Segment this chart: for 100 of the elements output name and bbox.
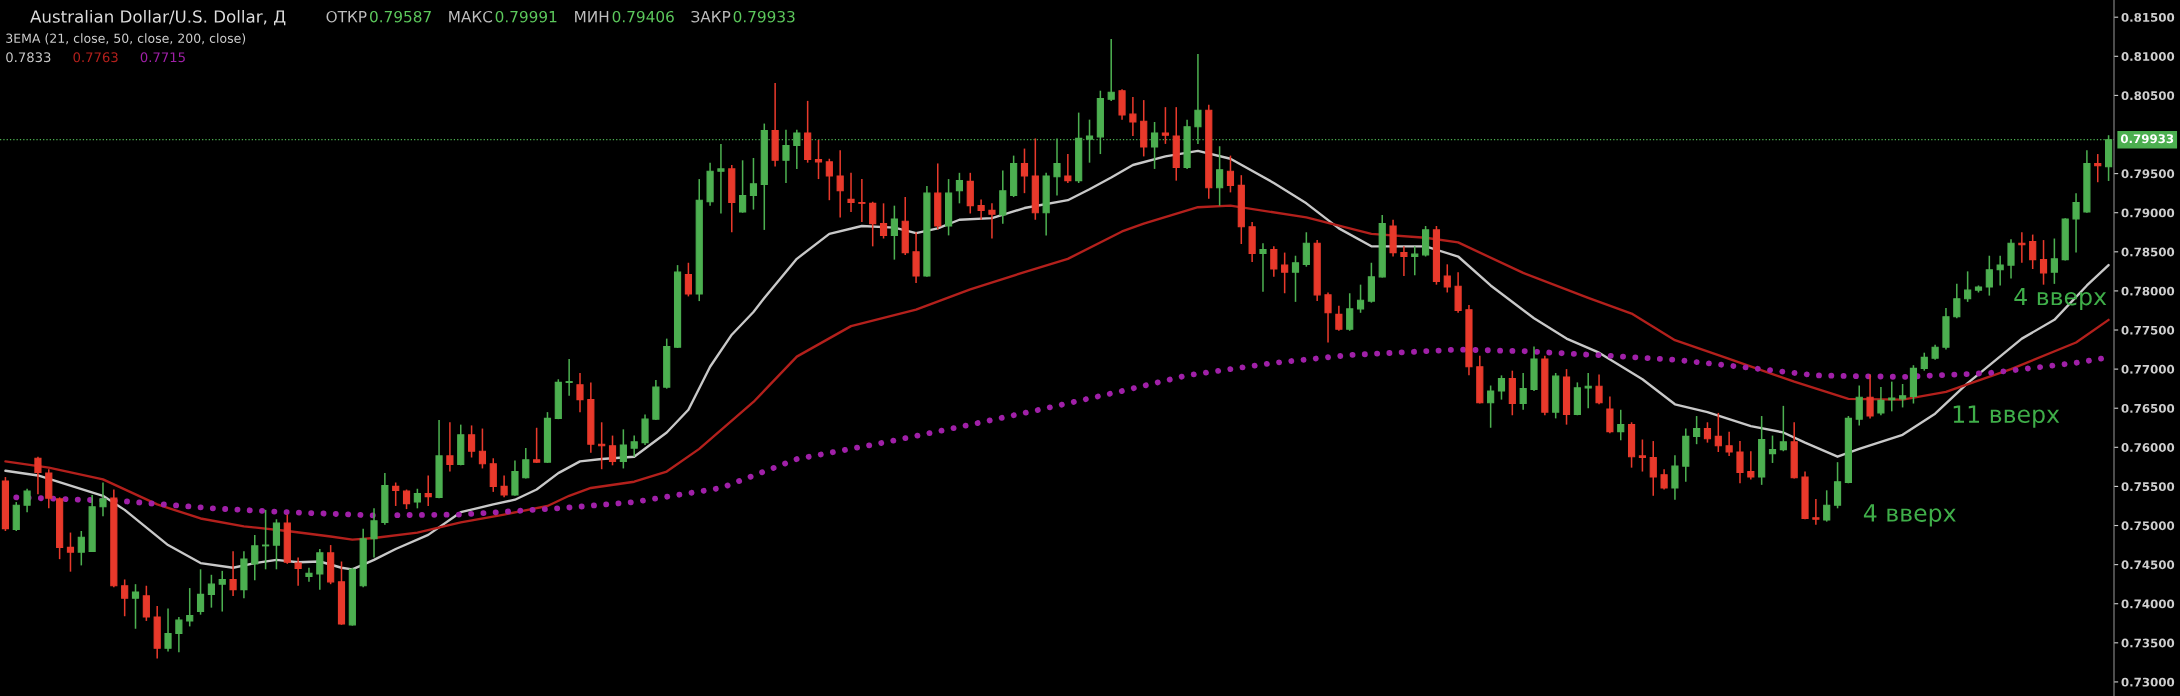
annotation: 0.79991 — [495, 10, 557, 23]
candlestick — [988, 202, 996, 240]
candlestick — [1693, 415, 1701, 445]
candlestick — [1270, 245, 1278, 278]
candlestick — [1519, 372, 1527, 411]
candlestick — [1281, 251, 1289, 295]
candlestick — [836, 149, 844, 219]
candlestick — [467, 424, 476, 459]
candlestick — [34, 455, 42, 496]
candlestick — [1617, 409, 1625, 442]
y-tick-label: 0.79000 — [2121, 208, 2175, 218]
candlestick — [1855, 384, 1863, 427]
candlestick — [478, 427, 487, 470]
candlestick — [1714, 412, 1722, 453]
candlestick — [413, 487, 421, 510]
text: 0.7763 — [73, 52, 118, 63]
candlestick — [305, 566, 313, 583]
candlestick — [446, 421, 454, 473]
candlestick — [1953, 283, 1961, 320]
candlestick — [608, 434, 617, 467]
candlestick — [1779, 405, 1787, 452]
candlestick — [1736, 440, 1744, 485]
legend-title: 3EMA (21, close, 50, close, 200, close) — [6, 33, 246, 45]
annotation: ЗАКР — [691, 10, 731, 23]
candlestick — [2050, 237, 2058, 285]
text: 0.7833 — [6, 52, 51, 63]
candlestick — [825, 157, 833, 201]
candlestick — [1259, 242, 1267, 293]
y-tick-label: 0.73000 — [2121, 677, 2175, 687]
candlestick — [1291, 254, 1300, 303]
candlestick — [1400, 245, 1408, 277]
annotation: 11 вверх — [1953, 405, 2060, 428]
candlestick — [500, 474, 508, 499]
y-tick-label: 0.77000 — [2121, 364, 2175, 374]
candlestick — [1996, 254, 2004, 287]
candlestick — [1487, 384, 1495, 429]
candlestick — [370, 507, 378, 559]
candlestick — [511, 459, 519, 497]
y-tick-label: 0.76500 — [2121, 403, 2175, 413]
annotation: 0.79933 — [733, 10, 795, 23]
candlestick — [1335, 305, 1343, 332]
candlestick — [1725, 430, 1733, 457]
candlestick — [1595, 373, 1603, 406]
candlestick — [489, 457, 497, 493]
candlestick — [814, 139, 823, 180]
candlestick — [424, 474, 432, 507]
candlestick — [1020, 147, 1029, 194]
candlestick — [262, 509, 270, 571]
candlestick — [717, 143, 725, 215]
candlestick — [99, 481, 107, 517]
annotation: МИН — [575, 11, 609, 23]
candlestick — [1985, 254, 1993, 297]
candlestick — [565, 358, 573, 397]
y-tick-label: 0.78500 — [2121, 247, 2175, 257]
candlestick — [619, 428, 627, 470]
candlestick — [1703, 421, 1712, 444]
candlestick — [142, 584, 150, 622]
candlestick — [2072, 192, 2080, 254]
candlestick — [2007, 238, 2015, 280]
annotation: 0.79406 — [612, 10, 674, 23]
candlestick — [1324, 291, 1332, 344]
candlestick — [847, 172, 855, 213]
candlestick — [641, 413, 649, 446]
candlestick — [1064, 153, 1072, 184]
candlestick — [251, 534, 259, 582]
y-tick-label: 0.80500 — [2121, 91, 2175, 101]
candlestick — [77, 530, 85, 567]
line-series — [4, 204, 2110, 541]
candlestick — [1768, 434, 1777, 464]
candlestick — [272, 518, 281, 571]
candlestick — [1888, 380, 1896, 413]
candlestick — [977, 198, 985, 221]
candlestick — [175, 616, 183, 653]
candlestick — [1356, 283, 1365, 314]
candlestick — [164, 607, 172, 653]
candlestick — [1812, 498, 1820, 526]
candlestick — [229, 550, 237, 597]
y-tick-label: 0.81000 — [2121, 52, 2175, 61]
candlestick — [879, 202, 888, 240]
candlestick — [1584, 372, 1592, 409]
y-tick-label: 0.81500 — [2121, 12, 2175, 22]
candlestick — [1638, 438, 1647, 473]
candlestick — [66, 531, 75, 573]
text: 0.7715 — [140, 52, 185, 63]
candlestick — [1161, 106, 1170, 145]
y-tick-label: 0.79500 — [2121, 169, 2175, 179]
candlestick — [1443, 263, 1451, 294]
ref-line-label: 0.79933 — [2120, 134, 2174, 144]
candlestick — [1302, 231, 1310, 268]
candlestick — [1216, 145, 1224, 207]
y-tick-label: 0.78000 — [2121, 286, 2175, 296]
candlestick — [218, 570, 226, 613]
candlestick — [1226, 154, 1235, 194]
candlestick — [1899, 383, 1907, 409]
candlestick — [294, 556, 302, 587]
candlestick — [23, 487, 31, 513]
candlestick — [186, 587, 194, 628]
candlestick — [1964, 270, 1972, 303]
candlestick — [684, 261, 692, 298]
candlestick — [207, 574, 215, 609]
